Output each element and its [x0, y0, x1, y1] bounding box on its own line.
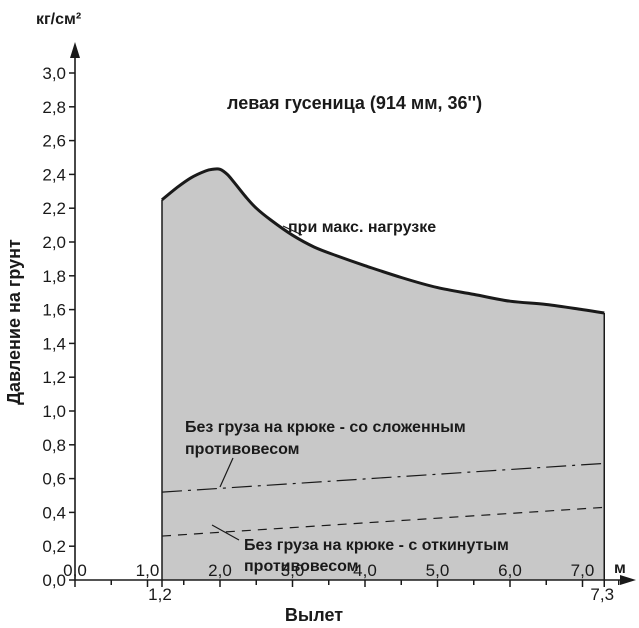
- max-load-curve: [161, 167, 605, 315]
- x-tick-label: 7,0: [571, 561, 595, 580]
- tilted-leader: [211, 524, 240, 541]
- y-tick-label: 1,6: [42, 301, 66, 320]
- y-tick-label: 0,0: [42, 571, 66, 590]
- y-tick-label: 3,0: [42, 64, 66, 83]
- x-extra-tick-label: 7,3: [590, 585, 614, 604]
- x-tick-label: 5,0: [426, 561, 450, 580]
- x-tick-label: 4,0: [353, 561, 377, 580]
- x-tick-label: 6,0: [498, 561, 522, 580]
- x-axis-arrow-icon: [620, 575, 636, 585]
- y-tick-label: 1,2: [42, 368, 66, 387]
- y-tick-label: 0,6: [42, 470, 66, 489]
- y-tick-label: 1,4: [42, 334, 66, 353]
- y-unit-label: кг/см²: [36, 11, 81, 28]
- y-tick-label: 1,8: [42, 267, 66, 286]
- x-ticks: 0,0 1,0 2,0 3,0 4,0 5,0 6,0 7,0 1,2 7,3: [63, 561, 620, 604]
- y-tick-label: 0,8: [42, 436, 66, 455]
- y-tick-label: 2,2: [42, 199, 66, 218]
- tilted-counterweight-line: [161, 506, 605, 537]
- folded-label-line1: Без груза на крюке - со сложенным: [185, 419, 466, 436]
- y-tick-label: 2,0: [42, 233, 66, 252]
- tilted-label-line2: противовесом: [244, 558, 359, 575]
- y-tick-label: 2,6: [42, 132, 66, 151]
- max-load-area: [162, 168, 605, 581]
- max-load-leader: [282, 225, 303, 236]
- max-load-label: при макс. нагрузке: [288, 219, 436, 236]
- x-tick-label: 0,0: [63, 561, 87, 580]
- y-tick-label: 1,0: [42, 402, 66, 421]
- x-axis-title: Вылет: [285, 605, 343, 625]
- y-tick-label: 0,2: [42, 537, 66, 556]
- x-unit-label: м: [614, 560, 626, 577]
- y-ticks: 0,0 0,2 0,4 0,6 0,8 1,0 1,2 1,4 1,6 1,8 2,0 2,2 2,4 2…: [42, 64, 75, 590]
- chart-title: левая гусеница (914 мм, 36''): [227, 93, 482, 113]
- tilted-label-line1: Без груза на крюке - с откинутым: [244, 537, 509, 554]
- y-tick-label: 2,8: [42, 98, 66, 117]
- folded-leader: [219, 457, 234, 488]
- y-axis-arrow-icon: [70, 42, 80, 58]
- y-axis-title: Давление на грунт: [4, 239, 24, 405]
- folded-counterweight-line: [161, 462, 605, 493]
- x-tick-label: 2,0: [208, 561, 232, 580]
- x-tick-label: 1,0: [136, 561, 160, 580]
- y-tick-label: 0,4: [42, 503, 66, 522]
- x-tick-label: 3,0: [281, 561, 305, 580]
- folded-label-line2: противовесом: [185, 441, 300, 458]
- x-extra-tick-label: 1,2: [148, 585, 172, 604]
- y-tick-label: 2,4: [42, 165, 66, 184]
